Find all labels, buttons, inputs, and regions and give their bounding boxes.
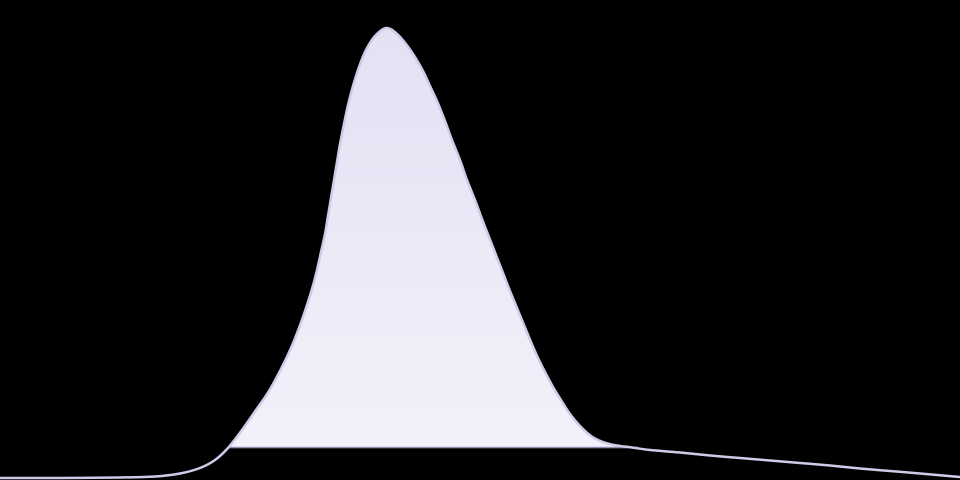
density-curve-line (0, 26, 960, 480)
density-area-fill (228, 27, 638, 449)
